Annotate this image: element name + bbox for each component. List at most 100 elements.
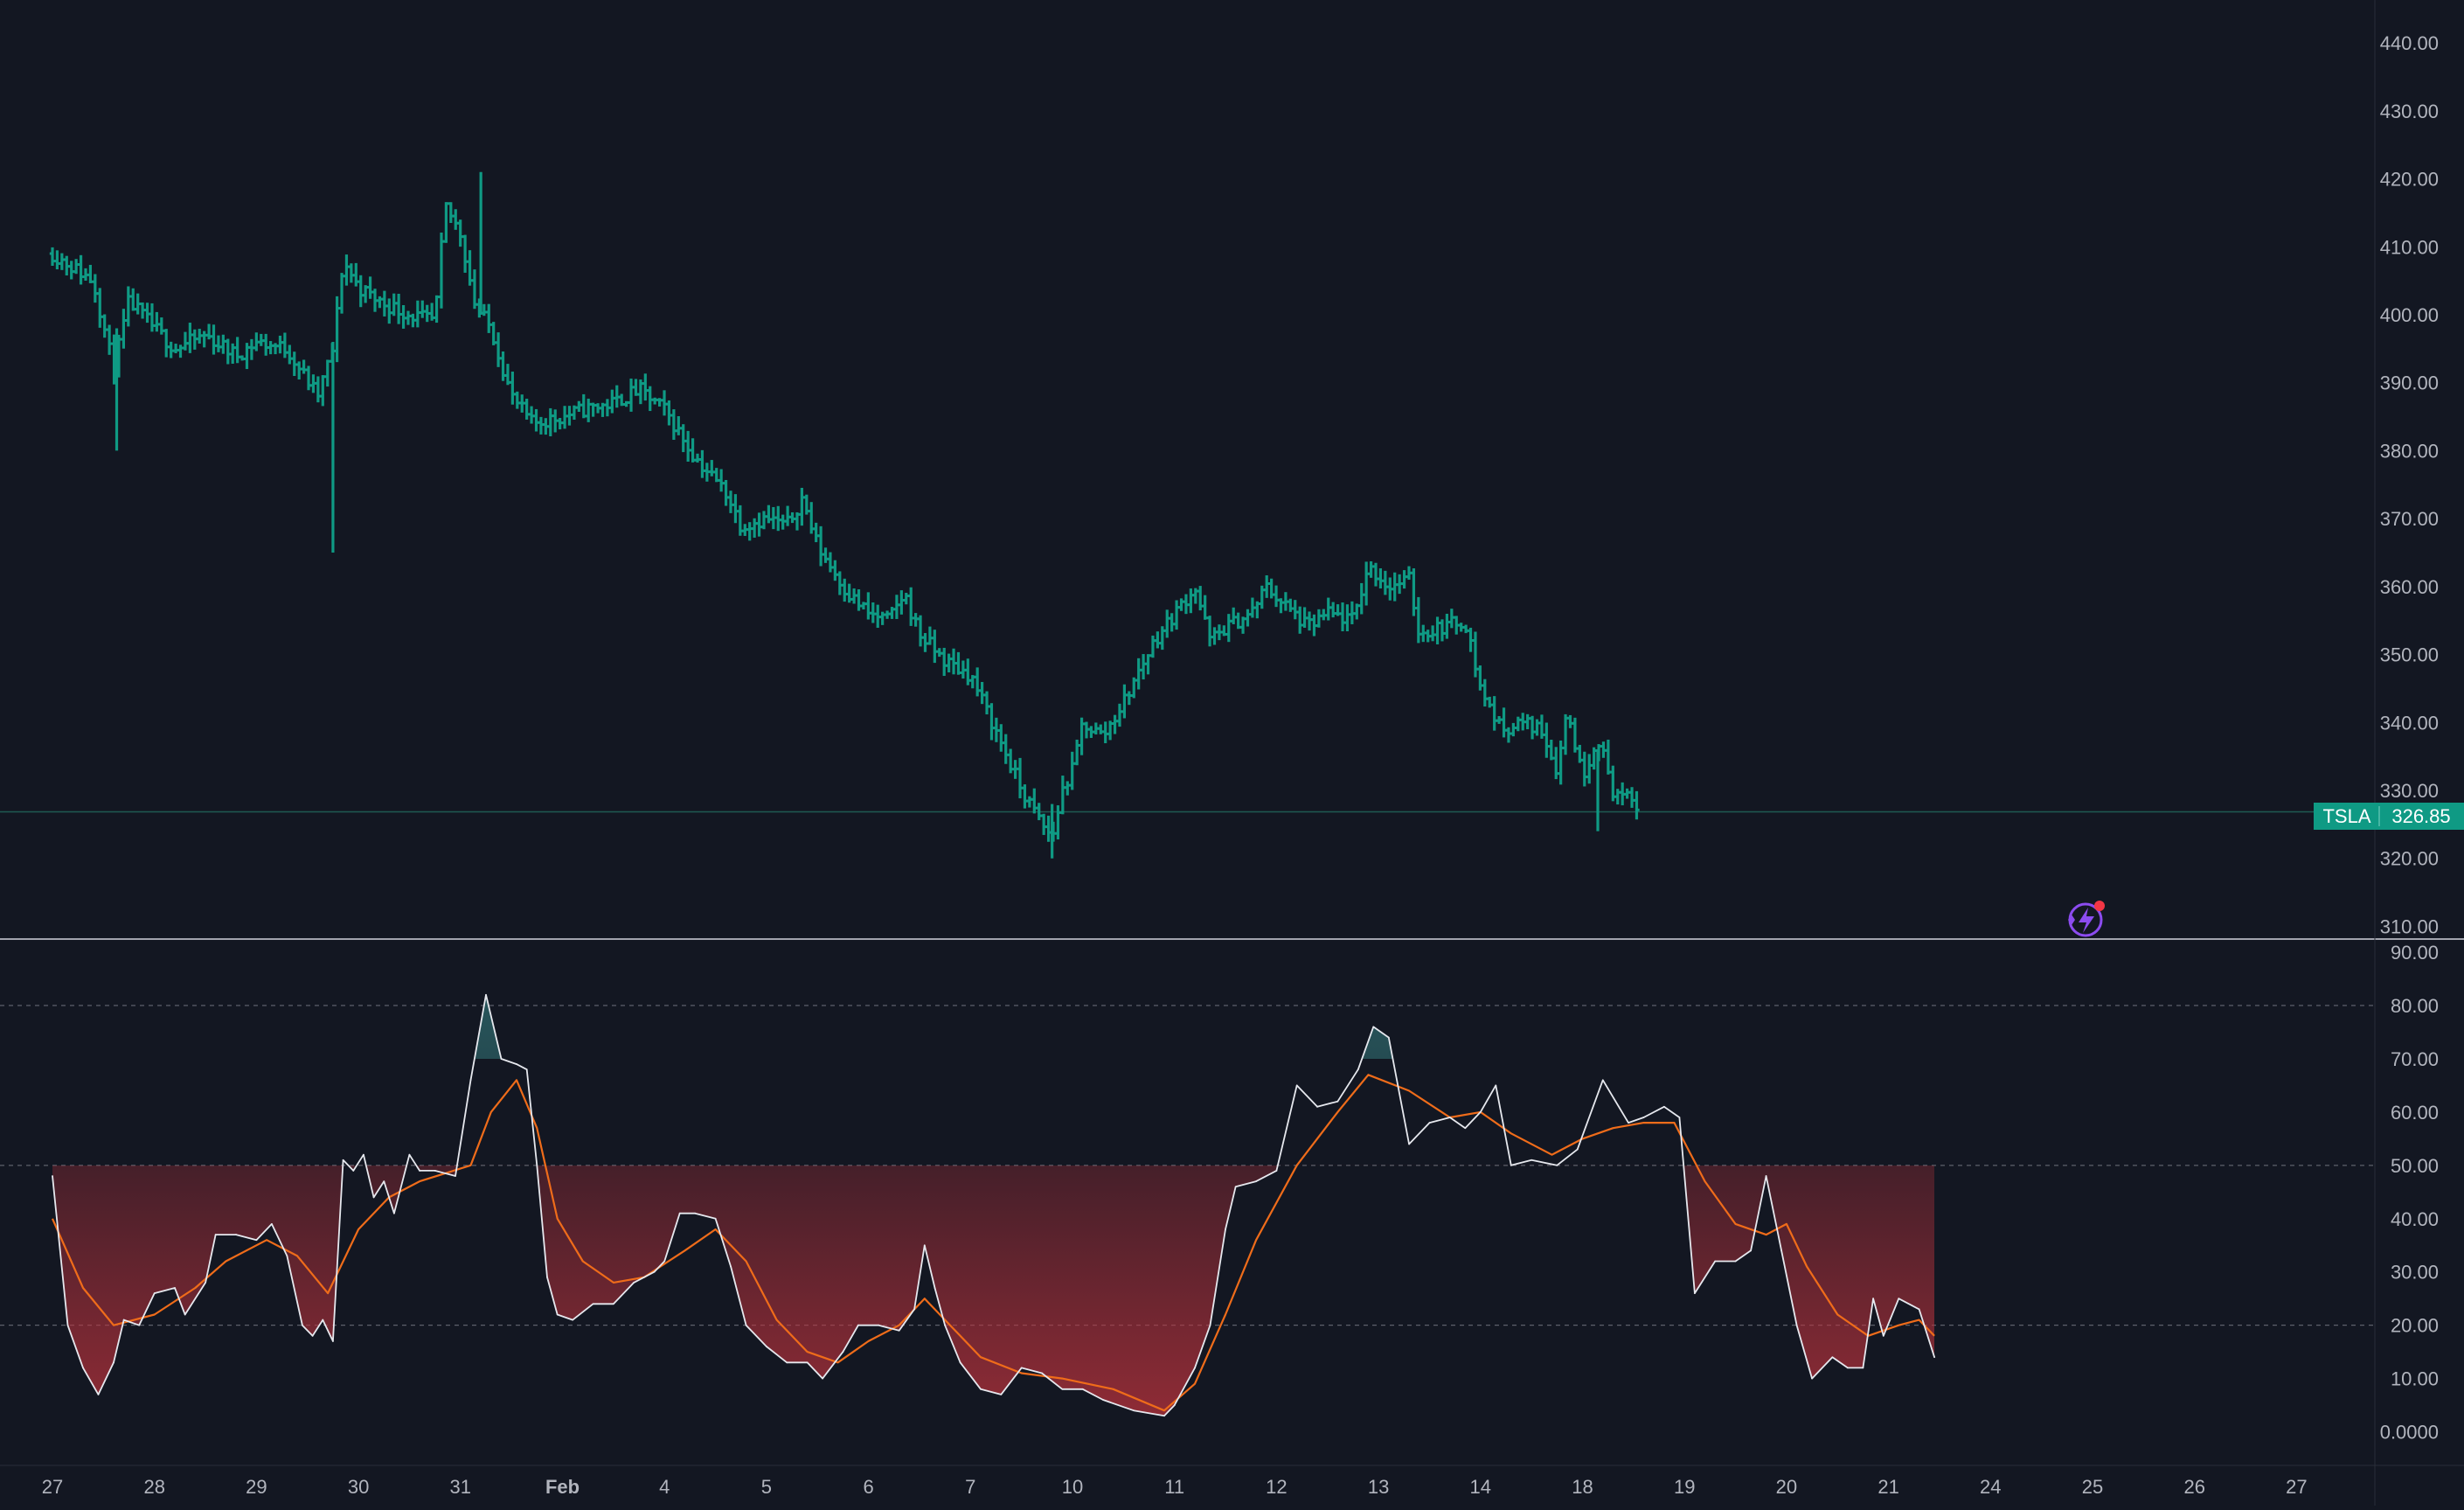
last-price-symbol: TSLA bbox=[2322, 805, 2370, 827]
rsi-point bbox=[714, 1217, 717, 1220]
rsi-point bbox=[434, 1170, 436, 1172]
rsi-axis-tick-label: 60.00 bbox=[2391, 1102, 2439, 1124]
rsi-point bbox=[806, 1361, 809, 1364]
time-axis-tick-label: 25 bbox=[2082, 1476, 2103, 1498]
rsi-point bbox=[122, 1319, 125, 1321]
rsi-point bbox=[536, 1164, 538, 1166]
time-axis-tick-label: 31 bbox=[450, 1476, 471, 1498]
rsi-point bbox=[138, 1324, 141, 1326]
rsi-point bbox=[1357, 1068, 1359, 1071]
rsi-point bbox=[923, 1244, 926, 1247]
time-axis-tick-label: 27 bbox=[42, 1476, 63, 1498]
lightning-badge-icon[interactable] bbox=[2068, 901, 2105, 937]
time-axis-tick-label: 21 bbox=[1877, 1476, 1898, 1498]
time-axis-tick-label: 6 bbox=[863, 1476, 873, 1498]
rsi-point bbox=[1882, 1334, 1884, 1337]
rsi-point bbox=[944, 1324, 947, 1326]
rsi-point bbox=[393, 1212, 395, 1214]
rsi-point bbox=[1714, 1260, 1717, 1263]
rsi-point bbox=[694, 1212, 697, 1214]
price-axis-tick-label: 410.00 bbox=[2380, 236, 2439, 258]
rsi-point bbox=[500, 1058, 503, 1060]
rsi-point bbox=[934, 1287, 936, 1289]
last-price-value: 326.85 bbox=[2391, 805, 2450, 827]
price-axis-tick-label: 430.00 bbox=[2380, 101, 2439, 122]
rsi-point bbox=[1372, 1026, 1375, 1028]
time-axis-tick-label: 13 bbox=[1368, 1476, 1389, 1498]
rsi-point bbox=[311, 1334, 314, 1337]
rsi-point bbox=[1464, 1127, 1467, 1130]
time-axis-tick-label: 5 bbox=[761, 1476, 772, 1498]
rsi-point bbox=[383, 1180, 385, 1183]
rsi-point bbox=[1209, 1324, 1211, 1326]
time-axis-tick-label: 29 bbox=[246, 1476, 267, 1498]
rsi-point bbox=[271, 1222, 273, 1225]
rsi-point bbox=[469, 1079, 472, 1082]
rsi-point bbox=[1275, 1170, 1278, 1172]
rsi-point bbox=[525, 1068, 528, 1071]
price-axis-tick-label: 320.00 bbox=[2380, 848, 2439, 870]
rsi-point bbox=[1918, 1308, 1920, 1311]
time-axis-tick-label: 18 bbox=[1572, 1476, 1593, 1498]
last-price-tag-bg bbox=[2314, 803, 2464, 830]
rsi-point bbox=[82, 1367, 84, 1369]
rsi-axis-tick-label: 50.00 bbox=[2391, 1155, 2439, 1177]
time-axis-tick-label: 7 bbox=[965, 1476, 975, 1498]
rsi-ma-line bbox=[51, 1074, 1935, 1412]
rsi-point bbox=[302, 1324, 303, 1326]
rsi-point bbox=[612, 1303, 614, 1305]
rsi-point bbox=[857, 1324, 859, 1326]
price-axis-tick-label: 420.00 bbox=[2380, 169, 2439, 191]
rsi-point bbox=[1041, 1372, 1043, 1374]
rsi-point bbox=[342, 1159, 344, 1161]
rsi-point bbox=[878, 1324, 880, 1326]
rsi-point bbox=[1750, 1249, 1752, 1252]
rsi-point bbox=[485, 993, 487, 996]
rsi-point bbox=[546, 1276, 548, 1278]
time-axis-tick-label: 28 bbox=[143, 1476, 164, 1498]
rsi-point bbox=[1510, 1164, 1512, 1166]
price-axis-tick-label: 400.00 bbox=[2380, 304, 2439, 326]
rsi-point bbox=[235, 1234, 237, 1235]
rsi-point bbox=[1556, 1164, 1558, 1166]
rsi-point bbox=[959, 1361, 961, 1364]
rsi-point bbox=[1173, 1404, 1176, 1406]
rsi-point bbox=[1061, 1388, 1064, 1390]
rsi-point bbox=[97, 1393, 100, 1395]
rsi-point bbox=[1295, 1084, 1298, 1087]
last-price-tag: TSLA 326.85 bbox=[2314, 803, 2464, 830]
rsi-point bbox=[1780, 1249, 1782, 1252]
rsi-point bbox=[455, 1175, 456, 1177]
rsi-point bbox=[898, 1329, 900, 1332]
rsi-point bbox=[1933, 1356, 1936, 1359]
rsi-point bbox=[678, 1212, 681, 1214]
rsi-axis-tick-label: 70.00 bbox=[2391, 1048, 2439, 1070]
rsi-oversold-fill bbox=[52, 1165, 1935, 1416]
rsi-axis-tick-label: 80.00 bbox=[2391, 995, 2439, 1017]
rsi-point bbox=[1336, 1100, 1339, 1103]
rsi-axis-tick-label: 30.00 bbox=[2391, 1262, 2439, 1284]
rsi-axis-tick-label: 0.0000 bbox=[2380, 1422, 2439, 1444]
rsi-point bbox=[1428, 1122, 1431, 1124]
time-axis-tick-label: 10 bbox=[1062, 1476, 1083, 1498]
rsi-point bbox=[786, 1361, 788, 1364]
time-axis-tick-label: Feb bbox=[545, 1476, 580, 1498]
rsi-point bbox=[372, 1196, 375, 1199]
rsi-point bbox=[1133, 1409, 1135, 1412]
rsi-point bbox=[1872, 1298, 1874, 1300]
time-axis-tick-label: 27 bbox=[2286, 1476, 2307, 1498]
rsi-point bbox=[255, 1239, 258, 1242]
rsi-point bbox=[1628, 1122, 1629, 1124]
rsi-point bbox=[745, 1324, 747, 1326]
rsi-point bbox=[766, 1346, 767, 1347]
rsi-point bbox=[332, 1340, 334, 1342]
rsi-point bbox=[1795, 1324, 1798, 1326]
rsi-point bbox=[1693, 1292, 1696, 1294]
rsi-point bbox=[842, 1351, 844, 1353]
rsi-point bbox=[1163, 1415, 1165, 1417]
time-axis-tick-label: 11 bbox=[1164, 1476, 1184, 1498]
time-axis-tick-label: 19 bbox=[1674, 1476, 1695, 1498]
time-axis-tick-label: 26 bbox=[2183, 1476, 2204, 1498]
